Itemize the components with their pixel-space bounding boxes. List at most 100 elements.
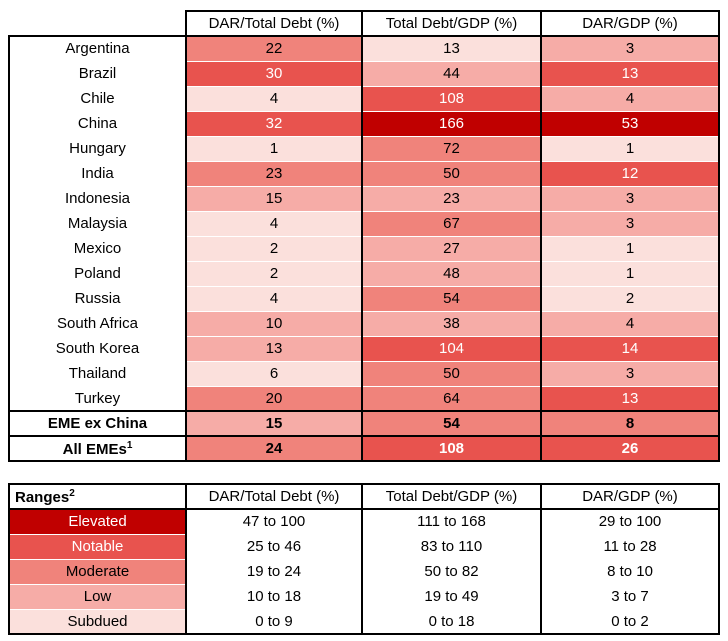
- footnote-superscript: 1: [126, 439, 133, 451]
- table-row: Brazil 30 44 13: [8, 60, 720, 87]
- table-row: Indonesia 15 23 3: [8, 185, 720, 212]
- range-cell: 19 to 49: [361, 583, 542, 610]
- table-row: Malaysia 4 67 3: [8, 210, 720, 237]
- heatmap-cell: 6: [185, 360, 363, 387]
- heatmap-cell: 1: [540, 235, 720, 262]
- ranges-table: Ranges2 DAR/Total Debt (%) Total Debt/GDP …: [8, 483, 720, 635]
- ranges-title: Ranges2: [8, 483, 187, 510]
- country-label: India: [8, 160, 187, 187]
- table-row: Poland 2 48 1: [8, 260, 720, 287]
- country-label: Malaysia: [8, 210, 187, 237]
- heatmap-cell: 12: [540, 160, 720, 187]
- ranges-table-body: Elevated 47 to 100 111 to 168 29 to 100 Nota…: [8, 508, 720, 635]
- table-row: South Korea 13 104 14: [8, 335, 720, 362]
- table-row: China 32 166 53: [8, 110, 720, 137]
- range-cell: 111 to 168: [361, 508, 542, 535]
- heatmap-cell: 50: [361, 360, 542, 387]
- table-row: EME ex China 15 54 8: [8, 410, 720, 437]
- heatmap-cell: 108: [361, 85, 542, 112]
- range-cell: 3 to 7: [540, 583, 720, 610]
- table-row: Argentina 22 13 3: [8, 35, 720, 62]
- heatmap-cell: 27: [361, 235, 542, 262]
- heatmap-cell: 30: [185, 60, 363, 87]
- range-cell: 11 to 28: [540, 533, 720, 560]
- heatmap-cell: 1: [185, 135, 363, 162]
- table-row: Turkey 20 64 13: [8, 385, 720, 412]
- country-label-text: Turkey: [74, 389, 121, 407]
- heatmap-cell: 1: [540, 135, 720, 162]
- heatmap-cell: 13: [540, 385, 720, 412]
- heatmap-cell: 3: [540, 210, 720, 237]
- heatmap-cell: 3: [540, 360, 720, 387]
- country-label-text: Poland: [74, 265, 121, 282]
- ranges-row: Low 10 to 18 19 to 49 3 to 7: [8, 583, 720, 610]
- heatmap-cell: 54: [361, 285, 542, 312]
- table-row: South Africa 10 38 4: [8, 310, 720, 337]
- range-cell: 0 to 2: [540, 608, 720, 635]
- range-cell: 29 to 100: [540, 508, 720, 535]
- heatmap-cell: 4: [540, 85, 720, 112]
- main-table-body: Argentina 22 13 3 Brazil 30 44 13 Chile 4 108 4 Chin…: [8, 35, 720, 462]
- heatmap-cell: 4: [185, 210, 363, 237]
- country-label: Argentina: [8, 35, 187, 62]
- ranges-row: Elevated 47 to 100 111 to 168 29 to 100: [8, 508, 720, 535]
- ranges-column-header: Total Debt/GDP (%): [361, 483, 542, 510]
- table-row: Chile 4 108 4: [8, 85, 720, 112]
- heatmap-cell: 4: [540, 310, 720, 337]
- country-label-text: Malaysia: [67, 215, 128, 232]
- heatmap-cell: 23: [361, 185, 542, 212]
- country-label: South Africa: [8, 310, 187, 337]
- heatmap-cell: 10: [185, 310, 363, 337]
- heatmap-cell: 4: [185, 285, 363, 312]
- footnote-superscript: 2: [69, 487, 75, 499]
- country-label: China: [8, 110, 187, 137]
- country-label-text: Brazil: [78, 65, 117, 82]
- heatmap-cell: 104: [361, 335, 542, 362]
- country-label-text: Thailand: [68, 365, 127, 382]
- country-label: All EMEs1: [8, 435, 187, 462]
- ranges-table-header-row: Ranges2 DAR/Total Debt (%) Total Debt/GDP …: [8, 483, 720, 510]
- table-row: Hungary 1 72 1: [8, 135, 720, 162]
- heatmap-cell: 67: [361, 210, 542, 237]
- heatmap-cell: 108: [361, 435, 542, 462]
- heatmap-cell: 2: [185, 235, 363, 262]
- corner-cell: [9, 11, 186, 36]
- heatmap-cell: 166: [361, 110, 542, 137]
- ranges-title-text: Ranges: [15, 488, 70, 506]
- heatmap-cell: 15: [185, 185, 363, 212]
- heatmap-cell: 72: [361, 135, 542, 162]
- ranges-column-header: DAR/GDP (%): [540, 483, 720, 510]
- level-label: Low: [8, 583, 187, 610]
- country-label-text: Argentina: [65, 40, 130, 58]
- heatmap-cell: 48: [361, 260, 542, 287]
- country-label-text: Russia: [74, 290, 121, 307]
- heatmap-cell: 8: [540, 410, 720, 437]
- heatmap-cell: 53: [540, 110, 720, 137]
- heatmap-cell: 38: [361, 310, 542, 337]
- main-table-header-row: DAR/Total Debt (%) Total Debt/GDP (%) DAR/…: [9, 10, 720, 37]
- ranges-column-header: DAR/Total Debt (%): [185, 483, 363, 510]
- heatmap-cell: 13: [361, 35, 542, 62]
- country-label: Russia: [8, 285, 187, 312]
- range-cell: 0 to 18: [361, 608, 542, 635]
- ranges-row: Notable 25 to 46 83 to 110 11 to 28: [8, 533, 720, 560]
- range-cell: 50 to 82: [361, 558, 542, 585]
- heatmap-cell: 50: [361, 160, 542, 187]
- table-row: India 23 50 12: [8, 160, 720, 187]
- country-label-text: South Korea: [55, 340, 140, 357]
- heatmap-cell: 32: [185, 110, 363, 137]
- range-cell: 25 to 46: [185, 533, 363, 560]
- country-label: Chile: [8, 85, 187, 112]
- heatmap-cell: 64: [361, 385, 542, 412]
- main-column-header: DAR/Total Debt (%): [185, 10, 363, 37]
- ranges-row: Moderate 19 to 24 50 to 82 8 to 10: [8, 558, 720, 585]
- table-row: Thailand 6 50 3: [8, 360, 720, 387]
- level-label: Notable: [8, 533, 187, 560]
- heatmap-cell: 20: [185, 385, 363, 412]
- heatmap-cell: 13: [540, 60, 720, 87]
- main-column-header: DAR/GDP (%): [540, 10, 720, 37]
- heatmap-cell: 3: [540, 185, 720, 212]
- heatmap-cell: 26: [540, 435, 720, 462]
